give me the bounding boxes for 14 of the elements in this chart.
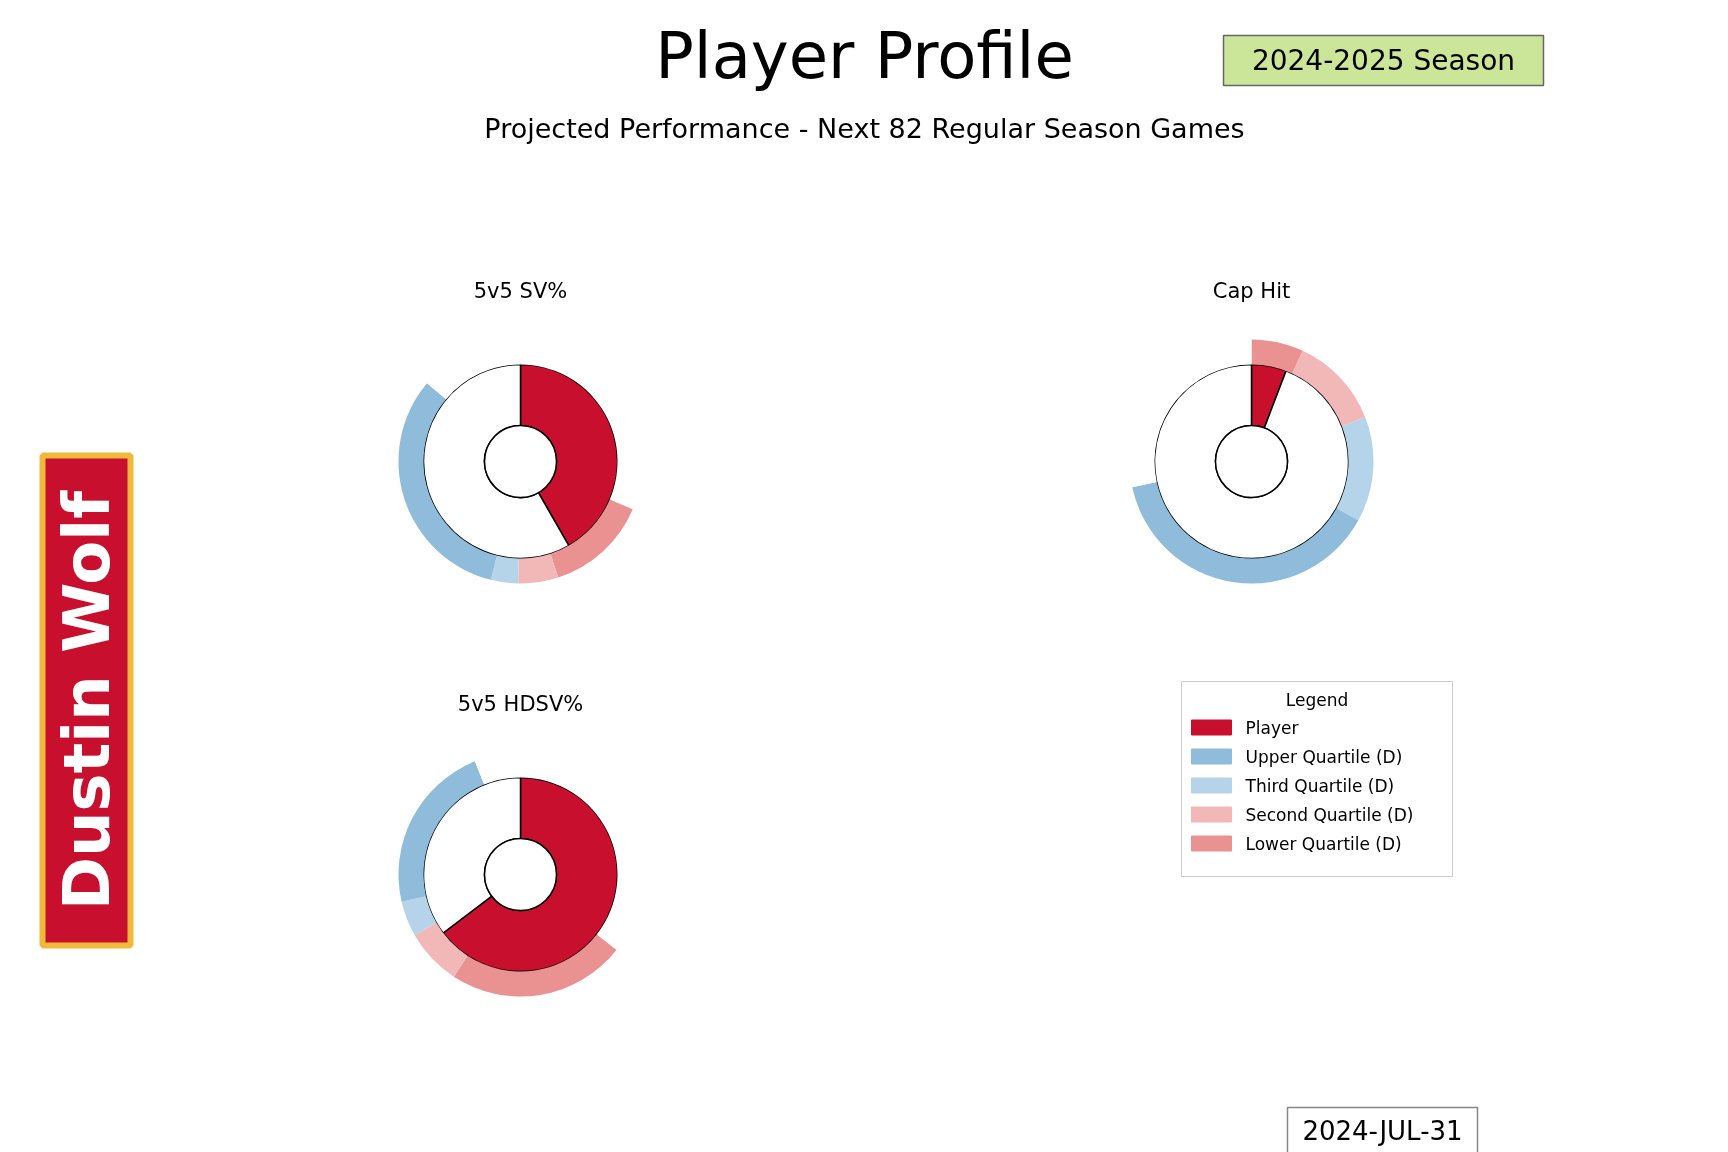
legend-label: Player [1245,717,1299,738]
text: Projected Performance - Next 82 Regular Season Games [484,113,1245,144]
chart-title: 5v5 HDSV% [457,691,584,716]
text: Dustin Wolf [49,489,124,911]
legend-label: Upper Quartile (D) [1245,746,1403,767]
text: Player Profile [655,18,1074,93]
chart-title: 5v5 SV% [473,278,568,303]
legend-label: Second Quartile (D) [1245,804,1414,825]
text: 2024-JUL-31 [1302,1115,1463,1146]
chart-title: Cap Hit [1212,278,1291,303]
legend-label: Lower Quartile (D) [1245,833,1402,854]
legend-title: Legend [1285,689,1349,710]
legend-label: Third Quartile (D) [1244,775,1395,796]
text: 2024-2025 Season [1251,44,1516,77]
